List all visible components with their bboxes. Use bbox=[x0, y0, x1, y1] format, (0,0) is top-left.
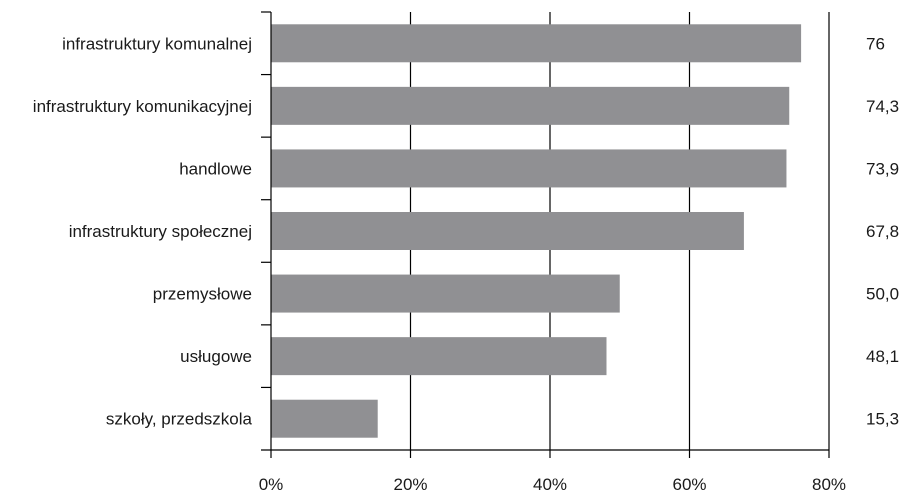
category-label: handlowe bbox=[179, 159, 252, 178]
bar bbox=[271, 212, 744, 250]
x-tick-label: 60% bbox=[672, 475, 706, 494]
category-label: infrastruktury komunalnej bbox=[62, 34, 252, 53]
x-tick-label: 80% bbox=[812, 475, 846, 494]
category-labels: infrastruktury komunalnej infrastruktury … bbox=[33, 34, 253, 428]
data-label: 48,1 bbox=[866, 347, 899, 366]
x-tick-label: 20% bbox=[393, 475, 427, 494]
data-label: 67,8 bbox=[866, 222, 899, 241]
category-label: infrastruktury społecznej bbox=[69, 222, 252, 241]
data-label: 15,3 bbox=[866, 410, 899, 429]
bar bbox=[271, 399, 378, 438]
category-label: infrastruktury komunikacyjnej bbox=[33, 97, 252, 116]
category-label: usługowe bbox=[180, 347, 252, 366]
bar bbox=[271, 24, 802, 63]
x-tick-labels: 0% 20% 40% 60% 80% bbox=[259, 475, 846, 494]
data-label: 73,9 bbox=[866, 159, 899, 178]
axes bbox=[261, 11, 829, 458]
bar bbox=[271, 274, 620, 313]
category-label: przemysłowe bbox=[153, 285, 252, 304]
data-label: 76 bbox=[866, 34, 885, 53]
category-label: szkoły, przedszkola bbox=[106, 410, 253, 429]
value-labels: 76 74,3 73,9 67,8 50,0 48,1 15,3 bbox=[866, 34, 899, 428]
x-tick-label: 0% bbox=[259, 475, 284, 494]
x-tick-label: 40% bbox=[533, 475, 567, 494]
bar bbox=[271, 149, 787, 188]
data-label: 74,3 bbox=[866, 97, 899, 116]
bar bbox=[271, 337, 607, 376]
bars bbox=[271, 24, 802, 438]
bar bbox=[271, 86, 790, 125]
data-label: 50,0 bbox=[866, 285, 899, 304]
